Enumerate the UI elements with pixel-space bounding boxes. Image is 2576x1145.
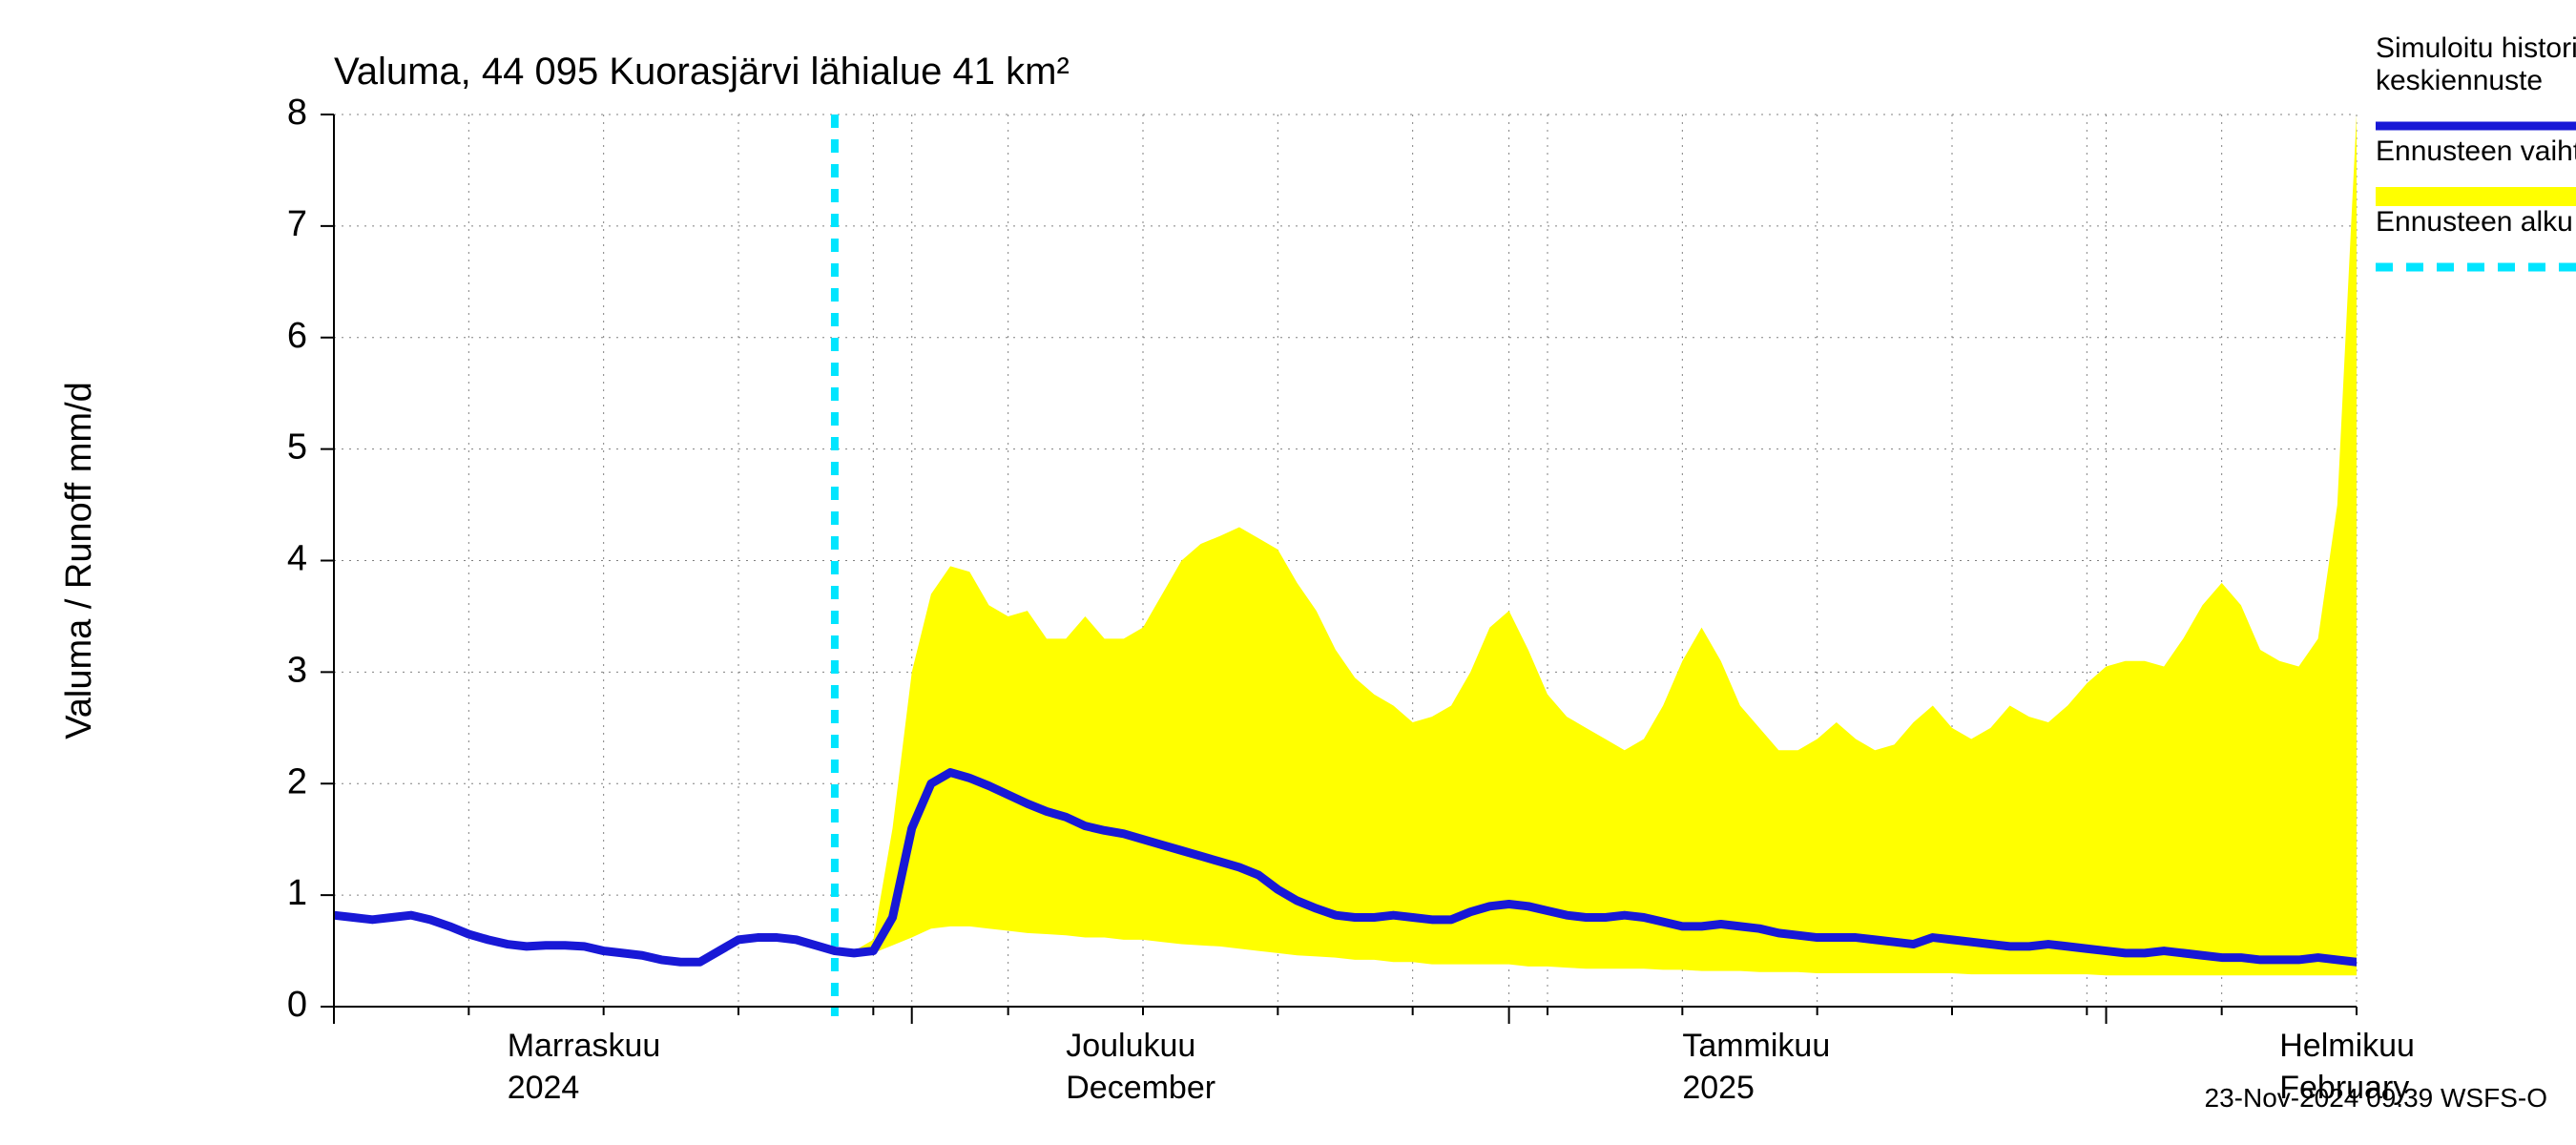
x-month-label-top: Helmikuu bbox=[2279, 1028, 2415, 1064]
x-month-label-top: Tammikuu bbox=[1682, 1028, 1830, 1064]
legend-label: Simuloitu historia ja bbox=[2376, 32, 2576, 64]
legend-label: keskiennuste bbox=[2376, 65, 2543, 96]
x-month-label-top: Joulukuu bbox=[1066, 1028, 1195, 1064]
x-month-label-bottom: 2025 bbox=[1682, 1070, 1755, 1106]
y-tick-label: 6 bbox=[287, 316, 307, 356]
y-tick-label: 4 bbox=[287, 539, 307, 579]
timestamp-label: 23-Nov-2024 09:39 WSFS-O bbox=[2205, 1083, 2548, 1113]
x-month-label-top: Marraskuu bbox=[508, 1028, 661, 1064]
y-axis-label: Valuma / Runoff mm/d bbox=[59, 382, 99, 739]
y-tick-label: 7 bbox=[287, 204, 307, 244]
y-tick-label: 8 bbox=[287, 93, 307, 133]
y-tick-label: 3 bbox=[287, 650, 307, 690]
x-month-label-bottom: 2024 bbox=[508, 1070, 580, 1106]
x-month-label-bottom: December bbox=[1066, 1070, 1215, 1106]
runoff-chart-svg: 0 1 2 3 4 5 6 7 8 Marraskuu 2024 Joulukuu December Ta… bbox=[0, 0, 2576, 1145]
y-tick-label: 5 bbox=[287, 427, 307, 468]
y-tick-label: 1 bbox=[287, 873, 307, 913]
legend-label: Ennusteen vaihteluväli bbox=[2376, 135, 2576, 167]
chart-title: Valuma, 44 095 Kuorasjärvi lähialue 41 k… bbox=[334, 51, 1070, 93]
y-tick-label: 0 bbox=[287, 985, 307, 1025]
chart-root: 0 1 2 3 4 5 6 7 8 Marraskuu 2024 Joulukuu December Ta… bbox=[0, 0, 2576, 1145]
legend-label: Ennusteen alku bbox=[2376, 206, 2573, 238]
y-tick-label: 2 bbox=[287, 761, 307, 802]
